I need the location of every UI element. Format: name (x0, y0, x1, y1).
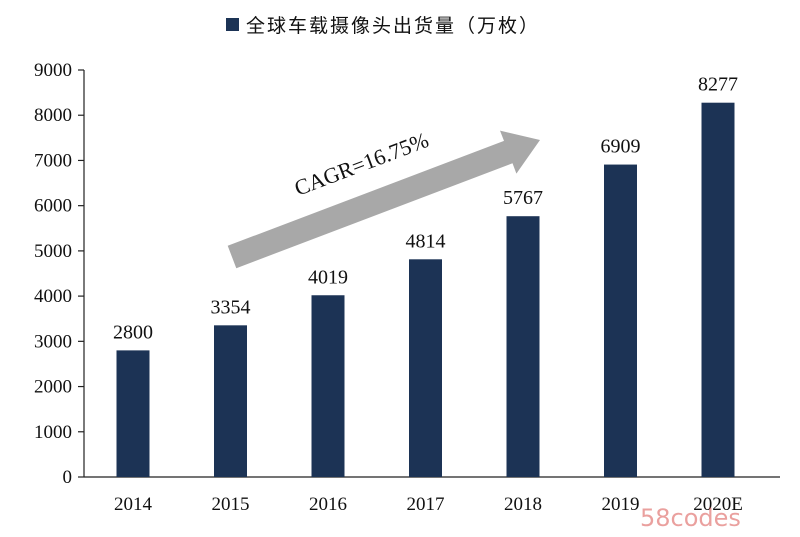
x-axis-ticks: 2014 2015 2016 2017 2018 2019 2020E (114, 494, 743, 515)
data-label: 8277 (698, 74, 738, 96)
x-tick-label: 2014 (114, 494, 153, 515)
bar (604, 164, 637, 477)
bar (116, 350, 150, 477)
x-tick-label: 2019 (602, 494, 640, 515)
y-tick-label: 7000 (34, 150, 72, 171)
cagr-trend-arrow (227, 130, 540, 269)
y-tick-label: 0 (63, 467, 73, 488)
bar (409, 259, 442, 477)
data-label: 5767 (503, 187, 543, 209)
watermark: 58codes (640, 504, 741, 532)
bar (214, 325, 247, 477)
y-tick-label: 4000 (34, 286, 72, 307)
data-labels: 2800 3354 4019 4814 5767 6909 8277 (113, 74, 738, 344)
x-tick-label: 2020E (693, 494, 743, 515)
data-label: 6909 (601, 136, 641, 158)
y-tick-label: 8000 (34, 105, 72, 126)
x-tick-label: 2017 (407, 494, 445, 515)
x-tick-label: 2015 (212, 494, 250, 515)
y-tick-label: 9000 (34, 60, 72, 81)
y-tick-label: 2000 (34, 377, 72, 398)
bars (116, 102, 735, 478)
y-tick-label: 6000 (34, 196, 72, 217)
x-tick-label: 2018 (504, 494, 542, 515)
y-tick-label: 5000 (34, 241, 72, 262)
y-tick-label: 3000 (34, 331, 72, 352)
data-label: 4019 (308, 266, 348, 288)
x-tick-label: 2016 (309, 494, 347, 515)
data-label: 2800 (113, 321, 153, 343)
y-axis-ticks: 0 1000 2000 3000 4000 5000 6000 7000 8000 9000 (34, 60, 84, 488)
data-label: 4814 (406, 230, 446, 252)
data-label: 3354 (211, 296, 251, 318)
bar (311, 295, 345, 477)
bar (701, 102, 735, 477)
bar (506, 216, 540, 478)
legend-label: 全球车载摄像头出货量（万枚） (246, 15, 540, 37)
legend-swatch (226, 18, 239, 31)
y-tick-label: 1000 (34, 422, 72, 443)
